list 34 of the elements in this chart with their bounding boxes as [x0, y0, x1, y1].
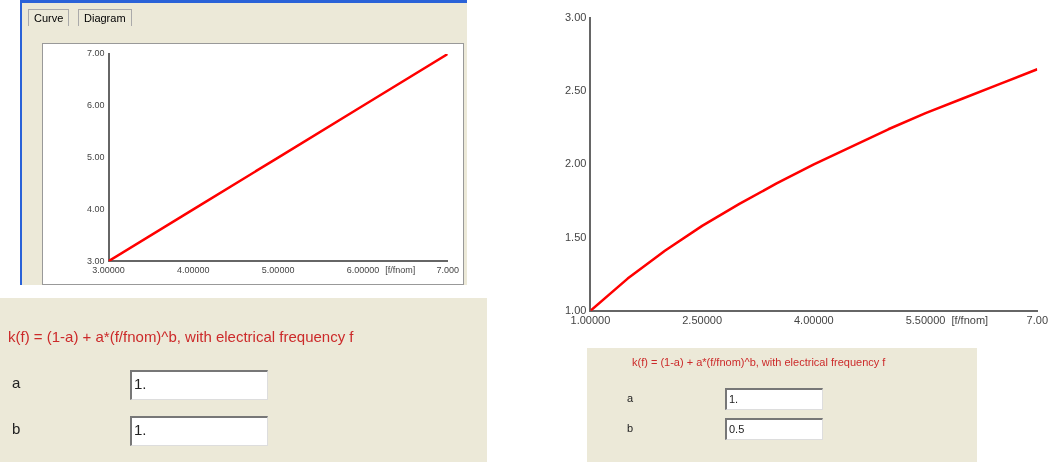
y-tick-label: 3.00 [86, 255, 105, 266]
x-tick-label: 4.00000 [177, 265, 210, 276]
text: b [12, 420, 21, 437]
x-tick-label: 7.000 [436, 265, 459, 276]
x-tick-label: 2.50000 [682, 314, 723, 327]
text: 1. [725, 388, 823, 410]
x-tick-label: 5.50000 [905, 314, 946, 327]
x-axis-title: [f/fnom] [951, 314, 989, 327]
text: 1. [130, 370, 268, 400]
x-axis-title: [f/fnom] [385, 265, 416, 276]
x-tick-label: 3.00000 [92, 265, 125, 276]
y-tick-label: 3.00 [564, 11, 587, 24]
y-tick-label: 1.50 [564, 230, 587, 243]
text: a [12, 374, 21, 391]
text: Curve [28, 9, 70, 26]
x-tick-label: 6.00000 [346, 265, 380, 276]
y-tick-label: 2.50 [564, 84, 587, 97]
y-tick-label: 4.00 [86, 203, 105, 214]
text: b [627, 422, 634, 434]
y-tick-label: 2.00 [564, 157, 587, 170]
text: a [627, 392, 634, 404]
y-tick-label: 5.00 [86, 152, 105, 163]
text: k(f) = (1-a) + a*(f/fnom)^b, with electrical frequency f [8, 328, 354, 345]
text: 0.5 [725, 418, 823, 440]
x-tick-label: 4.00000 [793, 314, 834, 327]
text: Diagram [78, 9, 132, 26]
y-tick-label: 7.00 [86, 48, 105, 59]
text: k(f) = (1-a) + a*(f/fnom)^b, with electrical frequency f [632, 356, 886, 368]
text: 1. [130, 416, 268, 446]
y-tick-label: 6.00 [86, 100, 105, 111]
x-tick-label: 5.00000 [261, 265, 295, 276]
y-tick-label: 1.00 [564, 303, 587, 316]
x-tick-label: 1.00000 [570, 314, 611, 327]
x-tick-label: 7.00 [1026, 314, 1049, 327]
